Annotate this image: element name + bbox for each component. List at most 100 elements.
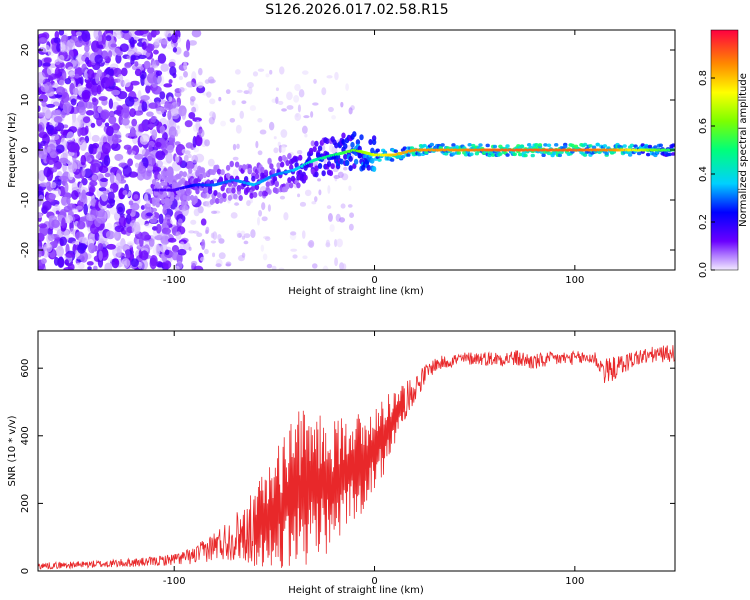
spectrogram-cell — [81, 30, 91, 42]
spectrogram-cell — [146, 169, 152, 177]
spectrogram-cell — [130, 80, 140, 86]
spectrogram-cell — [101, 32, 107, 45]
spectrogram-cell — [58, 54, 65, 63]
spectrogram-cell — [91, 97, 97, 103]
spectrogram-cell — [153, 49, 159, 55]
spectrogram-cell — [294, 162, 299, 169]
spectrogram-cell — [204, 187, 209, 194]
spectrogram-cell — [172, 47, 178, 53]
spectrogram-cell — [215, 263, 222, 268]
spectrogram-cell — [451, 152, 456, 156]
spectrogram-cell — [523, 153, 528, 158]
spectrogram-cell — [290, 248, 298, 252]
spectrogram-cell — [179, 241, 185, 249]
spectrogram-cell — [93, 103, 98, 114]
spectrogram-cell — [125, 249, 131, 259]
spectrogram-cell — [86, 261, 94, 266]
spectrogram-cell — [130, 258, 139, 268]
spectrogram-cell — [155, 223, 162, 234]
spectrogram-cell — [334, 142, 339, 149]
spectrogram-cell — [196, 232, 203, 238]
spectrogram-cell — [67, 161, 78, 173]
spectrogram-cell — [54, 67, 61, 79]
spectrogram-cell — [104, 122, 110, 127]
spectrogram-cell — [310, 140, 316, 147]
spectrogram-cell — [294, 156, 299, 163]
spectrogram-cell — [96, 148, 101, 160]
spectrogram-cell — [278, 155, 283, 162]
spectrogram-cell — [85, 109, 95, 116]
spectrogram-cell — [280, 129, 288, 138]
spectrogram-cell — [51, 134, 60, 141]
spectrogram-cell — [334, 71, 339, 81]
snr-y-tick-label: 600 — [20, 359, 31, 378]
spectrogram-cell — [41, 101, 47, 107]
spectrogram-cell — [116, 32, 122, 40]
spectrogram-cell — [122, 190, 128, 196]
spectrogram-x-tick-label: 0 — [371, 275, 377, 286]
spectrogram-cell — [79, 139, 87, 151]
spectrogram-cell — [185, 81, 195, 88]
spectrogram-cell — [147, 67, 155, 74]
spectrogram-cell — [151, 85, 162, 95]
spectrogram-cell — [287, 177, 292, 184]
spectrogram-cell — [67, 141, 77, 153]
snr-y-tick-label: 400 — [20, 426, 31, 445]
spectrogram-cell — [303, 115, 310, 119]
spectrogram-cell — [534, 143, 539, 147]
spectrogram-cell — [188, 40, 197, 46]
spectrogram-cell — [260, 244, 265, 252]
spectrogram-cell — [231, 187, 236, 194]
spectrogram-cell — [134, 162, 140, 168]
spectrogram-cell — [308, 239, 315, 248]
spectrogram-cell — [275, 87, 279, 92]
spectrogram-cell — [148, 145, 153, 153]
spectrogram-cell — [55, 86, 66, 96]
spectrogram-cell — [96, 84, 102, 95]
spectrogram-cell — [371, 166, 377, 173]
spectrogram-cell — [109, 68, 114, 76]
spectrogram-cell — [440, 143, 445, 147]
spectrogram-cell — [58, 256, 64, 268]
spectrogram-cell — [97, 44, 104, 49]
spectrogram-cell — [118, 188, 125, 200]
spectrogram-cell — [153, 30, 160, 36]
spectrogram-cell — [134, 153, 144, 160]
spectrogram-cell — [342, 263, 347, 270]
spectrogram-cell — [340, 101, 344, 108]
snr-y-tick-label: 200 — [20, 494, 31, 513]
colorbar-label: Normalized spectral amplitude — [738, 73, 749, 227]
spectrogram-cell — [326, 160, 332, 167]
colorbar-tick-label: 0.2 — [698, 214, 709, 230]
spectrogram-cell — [636, 151, 642, 156]
spectrogram-cell — [349, 212, 355, 218]
spectrogram-cell — [645, 152, 651, 157]
spectrogram-cell — [254, 173, 260, 180]
spectrogram-cell — [191, 106, 197, 113]
spectrogram-cell — [168, 79, 173, 84]
spectrogram-cell — [658, 143, 663, 148]
spectrogram-cell — [297, 104, 301, 113]
spectrogram-cell — [164, 249, 170, 256]
spectrogram-cell — [38, 94, 48, 103]
snr-x-tick-label: -100 — [163, 576, 186, 587]
spectrogram-cell — [68, 170, 74, 181]
spectrogram-cell — [314, 196, 318, 202]
spectrogram-cell — [162, 203, 168, 210]
spectrogram-cell — [229, 117, 236, 123]
spectrogram-cell — [314, 171, 319, 178]
spectrogram-cell — [71, 208, 79, 213]
spectrogram-cell — [257, 150, 263, 156]
spectrogram-cell — [334, 257, 338, 267]
spectrogram-cell — [61, 70, 67, 81]
spectrogram-cell — [78, 236, 89, 244]
spectrogram-cell — [186, 194, 191, 201]
spectrogram-cell — [148, 238, 155, 247]
spectrogram-cell — [249, 192, 254, 199]
spectrogram-cell — [116, 202, 126, 215]
spectrogram-cell — [121, 117, 130, 126]
spectrogram-cell — [38, 124, 43, 131]
spectrogram-cell — [150, 115, 157, 123]
spectrogram-cell — [53, 116, 63, 123]
spectrogram-cell — [304, 133, 308, 138]
